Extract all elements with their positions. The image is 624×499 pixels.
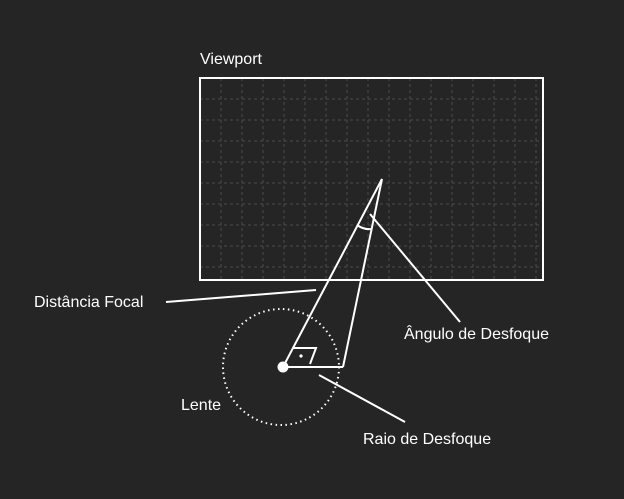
lens-label: Lente <box>181 397 221 414</box>
focal-distance-leader <box>165 289 317 303</box>
viewport-rect <box>199 77 544 281</box>
blur-radius-label: Raio de Desfoque <box>363 431 491 448</box>
blur-ray-line <box>342 178 383 368</box>
viewport-label: Viewport <box>200 51 263 68</box>
focal-distance-label: Distância Focal <box>34 294 143 311</box>
blur-angle-leader <box>369 213 461 323</box>
viewport-grid <box>200 78 543 280</box>
blur-radius-leader <box>318 374 406 423</box>
right-angle-marker <box>293 347 318 365</box>
focal-ray-line <box>282 178 383 368</box>
right-angle-dot <box>299 354 303 358</box>
blur-angle-arc <box>356 224 373 231</box>
lens-center-dot <box>277 361 289 373</box>
blur-angle-label: Ângulo de Desfoque <box>404 324 549 343</box>
